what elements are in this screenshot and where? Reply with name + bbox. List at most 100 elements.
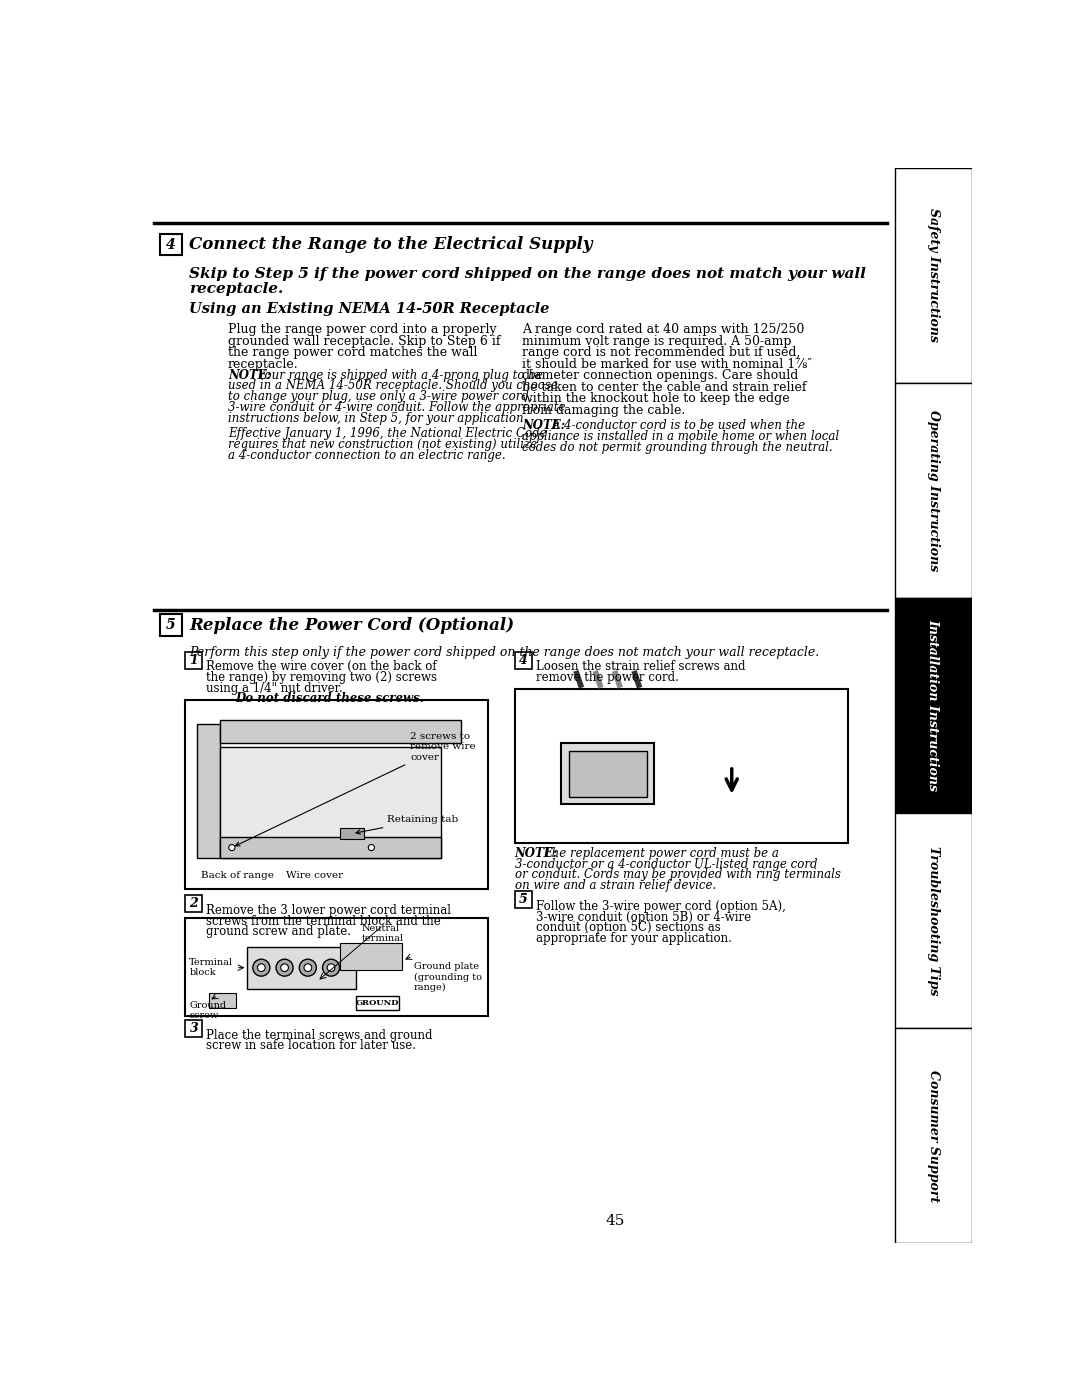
Circle shape	[327, 964, 335, 971]
Text: the range power cord matches the wall: the range power cord matches the wall	[228, 346, 477, 359]
Text: Remove the 3 lower power cord terminal: Remove the 3 lower power cord terminal	[206, 904, 451, 916]
Text: 3-wire conduit (option 5B) or 4-wire: 3-wire conduit (option 5B) or 4-wire	[537, 911, 752, 923]
Circle shape	[323, 960, 339, 977]
Text: Your range is shipped with a 4-prong plug to be: Your range is shipped with a 4-prong plu…	[254, 369, 542, 381]
Text: Do not discard these screws.: Do not discard these screws.	[235, 692, 424, 705]
Bar	[515, 891, 531, 908]
Bar	[186, 652, 202, 669]
Circle shape	[281, 964, 288, 971]
Text: ground screw and plate.: ground screw and plate.	[206, 925, 351, 939]
Circle shape	[253, 960, 270, 977]
Text: Operating Instructions: Operating Instructions	[927, 409, 940, 571]
Text: 1: 1	[189, 654, 199, 666]
Bar	[894, 1028, 972, 1243]
Text: Loosen the strain relief screws and: Loosen the strain relief screws and	[537, 661, 746, 673]
Text: range cord is not recommended but if used,: range cord is not recommended but if use…	[523, 346, 801, 359]
Text: A range cord rated at 40 amps with 125/250: A range cord rated at 40 amps with 125/2…	[523, 323, 805, 337]
Text: Plug the range power cord into a properly: Plug the range power cord into a properl…	[228, 323, 497, 337]
Text: Effective January 1, 1996, the National Electric Code: Effective January 1, 1996, the National …	[228, 427, 546, 440]
Text: 5: 5	[166, 617, 175, 631]
Text: appropriate for your application.: appropriate for your application.	[537, 932, 732, 946]
Text: 45: 45	[606, 1214, 625, 1228]
Circle shape	[299, 960, 316, 977]
Text: Place the terminal screws and ground: Place the terminal screws and ground	[206, 1028, 433, 1042]
Text: NOTE:: NOTE:	[228, 369, 271, 381]
Circle shape	[303, 964, 312, 971]
Bar	[340, 827, 364, 840]
Bar	[160, 615, 181, 636]
Text: appliance is installed in a mobile home or when local: appliance is installed in a mobile home …	[523, 430, 839, 443]
Text: screw in safe location for later use.: screw in safe location for later use.	[206, 1039, 416, 1052]
Text: NOTE:: NOTE:	[523, 419, 566, 433]
Text: Ground plate
(grounding to
range): Ground plate (grounding to range)	[414, 963, 482, 992]
Text: instructions below, in Step 5, for your application.: instructions below, in Step 5, for your …	[228, 412, 527, 425]
Bar	[186, 700, 488, 888]
Text: 3: 3	[189, 1023, 199, 1035]
Bar	[220, 719, 460, 743]
Text: Skip to Step 5 if the power cord shipped on the range does not match your wall: Skip to Step 5 if the power cord shipped…	[189, 267, 866, 281]
Circle shape	[229, 844, 235, 851]
Text: Replace the Power Cord (Optional): Replace the Power Cord (Optional)	[189, 616, 514, 633]
Text: 2: 2	[189, 897, 199, 911]
Text: receptacle.: receptacle.	[228, 358, 299, 370]
Text: Installation Instructions: Installation Instructions	[927, 619, 940, 792]
Text: Wire cover: Wire cover	[286, 870, 343, 880]
Text: NOTE:: NOTE:	[515, 847, 558, 859]
Text: be taken to center the cable and strain relief: be taken to center the cable and strain …	[523, 381, 807, 394]
Bar	[186, 918, 488, 1016]
Text: 5: 5	[518, 894, 528, 907]
Text: 4: 4	[166, 237, 175, 251]
Bar	[220, 837, 441, 858]
Text: The replacement power cord must be a: The replacement power cord must be a	[540, 847, 779, 859]
Bar	[340, 943, 403, 970]
Circle shape	[368, 844, 375, 851]
Text: grounded wall receptacle. Skip to Step 6 if: grounded wall receptacle. Skip to Step 6…	[228, 335, 500, 348]
Bar	[515, 652, 531, 669]
Bar	[247, 947, 356, 989]
Bar	[569, 750, 647, 796]
Bar	[894, 598, 972, 813]
Text: Troubleshooting Tips: Troubleshooting Tips	[927, 847, 940, 995]
Text: within the knockout hole to keep the edge: within the knockout hole to keep the edg…	[523, 393, 791, 405]
Text: using a 1/4" nut driver.: using a 1/4" nut driver.	[206, 682, 343, 694]
Text: minimum volt range is required. A 50-amp: minimum volt range is required. A 50-amp	[523, 335, 792, 348]
Text: GROUND: GROUND	[355, 999, 400, 1007]
Bar	[515, 689, 848, 842]
Text: from damaging the cable.: from damaging the cable.	[523, 404, 686, 418]
Text: Remove the wire cover (on the back of: Remove the wire cover (on the back of	[206, 661, 437, 673]
Bar	[894, 813, 972, 1028]
Bar	[197, 724, 220, 858]
Bar	[186, 1020, 202, 1037]
Circle shape	[257, 964, 266, 971]
Text: Retaining tab: Retaining tab	[356, 816, 458, 834]
Text: the range) by removing two (2) screws: the range) by removing two (2) screws	[206, 671, 437, 685]
Text: Using an Existing NEMA 14-50R Receptacle: Using an Existing NEMA 14-50R Receptacle	[189, 302, 550, 316]
Bar	[208, 993, 235, 1009]
Bar	[562, 743, 654, 805]
Text: Back of range: Back of range	[201, 870, 273, 880]
Text: 3-conductor or a 4-conductor UL-listed range cord: 3-conductor or a 4-conductor UL-listed r…	[515, 858, 818, 870]
Bar	[160, 233, 181, 256]
Text: requires that new construction (not existing) utilize: requires that new construction (not exis…	[228, 437, 537, 451]
Text: A 4-conductor cord is to be used when the: A 4-conductor cord is to be used when th…	[548, 419, 806, 433]
Text: Connect the Range to the Electrical Supply: Connect the Range to the Electrical Supp…	[189, 236, 593, 253]
Text: or conduit. Cords may be provided with ring terminals: or conduit. Cords may be provided with r…	[515, 869, 840, 882]
Text: Consumer Support: Consumer Support	[927, 1070, 940, 1201]
Text: Perform this step only if the power cord shipped on the range does not match you: Perform this step only if the power cord…	[189, 645, 820, 659]
Text: Neutral
terminal: Neutral terminal	[362, 923, 404, 943]
Text: Terminal
block: Terminal block	[189, 958, 233, 978]
Text: conduit (option 5C) sections as: conduit (option 5C) sections as	[537, 922, 721, 935]
Bar	[894, 383, 972, 598]
Text: diameter connection openings. Care should: diameter connection openings. Care shoul…	[523, 369, 799, 383]
Text: it should be marked for use with nominal 1⅞″: it should be marked for use with nominal…	[523, 358, 812, 370]
Text: 3-wire conduit or 4-wire conduit. Follow the appropriate: 3-wire conduit or 4-wire conduit. Follow…	[228, 401, 566, 414]
Text: 2 screws to
remove wire
cover: 2 screws to remove wire cover	[235, 732, 476, 847]
Bar	[186, 895, 202, 912]
Text: used in a NEMA 14-50R receptacle. Should you choose: used in a NEMA 14-50R receptacle. Should…	[228, 380, 558, 393]
Bar	[220, 746, 441, 858]
Text: receptacle.: receptacle.	[189, 282, 283, 296]
Text: 4: 4	[518, 654, 528, 666]
Text: Ground
screw: Ground screw	[189, 1000, 227, 1020]
Circle shape	[276, 960, 293, 977]
Text: codes do not permit grounding through the neutral.: codes do not permit grounding through th…	[523, 441, 833, 454]
